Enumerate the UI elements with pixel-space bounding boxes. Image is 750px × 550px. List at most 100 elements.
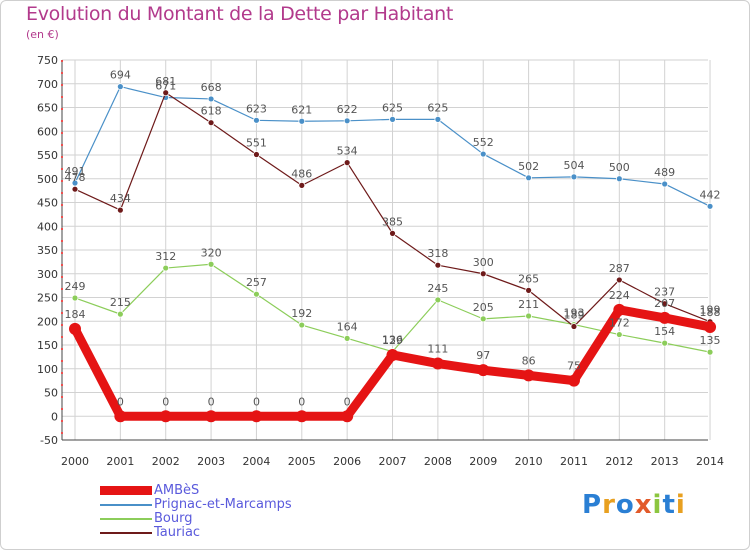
data-point-tauriac <box>661 300 669 308</box>
data-label-bourg: 136 <box>382 334 403 347</box>
data-point-tauriac <box>207 119 215 127</box>
data-label-bourg: 193 <box>563 307 584 320</box>
data-point-tauriac <box>71 185 79 193</box>
data-point-prignac-et-marcamps <box>570 173 578 181</box>
data-point-amb-s <box>477 364 490 377</box>
data-point-amb-s <box>522 369 535 382</box>
data-point-amb-s <box>658 311 671 324</box>
logo-letter: x <box>634 490 653 520</box>
data-point-prignac-et-marcamps <box>479 150 487 158</box>
y-tick-label: 650 <box>37 102 58 115</box>
logo-letter: r <box>602 490 616 520</box>
data-label-bourg: 211 <box>518 298 539 311</box>
legend-swatch-ambes <box>100 486 152 495</box>
data-point-bourg <box>298 321 306 329</box>
chart-title: Evolution du Montant de la Dette par Hab… <box>26 3 454 25</box>
data-label-prignac-et-marcamps: 502 <box>518 160 539 173</box>
data-point-prignac-et-marcamps <box>706 202 714 210</box>
data-point-prignac-et-marcamps <box>343 117 351 125</box>
data-point-tauriac <box>253 151 260 158</box>
data-label-amb-s: 0 <box>117 395 124 408</box>
data-label-amb-s: 0 <box>298 395 305 408</box>
data-label-amb-s: 0 <box>253 395 260 408</box>
data-point-bourg <box>661 339 669 347</box>
y-tick-label: 250 <box>37 292 58 305</box>
x-tick-label: 2002 <box>152 455 180 468</box>
y-tick-label: 150 <box>37 339 58 352</box>
x-tick-label: 2011 <box>560 455 588 468</box>
legend-swatch-prignac <box>100 504 152 506</box>
legend-label-prignac: Prignac-et-Marcamps <box>154 497 292 512</box>
x-tick-label: 2004 <box>242 455 270 468</box>
data-label-prignac-et-marcamps: 491 <box>65 165 86 178</box>
data-label-amb-s: 188 <box>700 306 721 319</box>
data-label-tauriac: 681 <box>155 75 176 88</box>
data-label-prignac-et-marcamps: 668 <box>201 81 222 94</box>
data-point-bourg <box>162 264 170 272</box>
logo-letter: o <box>615 490 635 520</box>
y-tick-label: 400 <box>37 220 58 233</box>
x-tick-label: 2014 <box>696 455 724 468</box>
data-point-tauriac <box>525 286 532 294</box>
logo-letter: i <box>675 490 686 520</box>
data-point-prignac-et-marcamps <box>207 95 215 103</box>
chart-unit: (en €) <box>26 28 59 41</box>
data-point-tauriac <box>343 159 351 167</box>
data-label-bourg: 154 <box>654 325 675 338</box>
data-point-amb-s <box>114 410 127 423</box>
data-label-tauriac: 486 <box>291 167 312 180</box>
data-point-prignac-et-marcamps <box>434 115 442 123</box>
data-label-prignac-et-marcamps: 625 <box>382 101 403 114</box>
data-label-prignac-et-marcamps: 625 <box>427 101 448 114</box>
data-label-amb-s: 184 <box>65 308 86 321</box>
data-label-tauriac: 385 <box>382 215 403 228</box>
data-point-bourg <box>706 348 714 356</box>
data-label-bourg: 320 <box>201 246 222 259</box>
data-label-bourg: 312 <box>155 250 176 263</box>
legend-swatch-bourg <box>100 518 152 520</box>
x-tick-label: 2006 <box>333 455 361 468</box>
data-point-bourg <box>116 310 124 318</box>
series-layer <box>69 83 717 423</box>
y-tick-label: 550 <box>37 149 58 162</box>
data-label-amb-s: 0 <box>162 395 169 408</box>
data-point-amb-s <box>341 410 354 423</box>
y-tick-label: 100 <box>37 363 58 376</box>
data-point-amb-s <box>250 410 263 423</box>
y-tick-label: 300 <box>37 268 58 281</box>
y-tick-label: -50 <box>40 434 58 447</box>
data-label-tauriac: 199 <box>700 304 721 317</box>
data-point-bourg <box>253 290 260 298</box>
data-label-amb-s: 224 <box>609 289 630 302</box>
data-label-tauriac: 434 <box>110 192 131 205</box>
data-label-tauriac: 618 <box>201 105 222 118</box>
data-point-amb-s <box>69 322 81 335</box>
x-tick-label: 2007 <box>379 455 407 468</box>
x-tick-label: 2001 <box>106 455 134 468</box>
data-point-tauriac <box>389 229 396 237</box>
data-point-amb-s <box>386 348 399 361</box>
data-point-bourg <box>71 294 79 302</box>
legend-swatch-tauriac <box>100 532 152 534</box>
data-point-prignac-et-marcamps <box>525 174 532 182</box>
data-label-bourg: 192 <box>291 307 312 320</box>
legend-label-bourg: Bourg <box>154 511 193 526</box>
logo-letter: t <box>662 490 676 520</box>
data-point-amb-s <box>613 303 626 316</box>
y-tick-label: 450 <box>37 197 58 210</box>
data-label-prignac-et-marcamps: 622 <box>337 103 358 116</box>
x-tick-label: 2013 <box>651 455 679 468</box>
data-label-bourg: 135 <box>700 334 721 347</box>
data-point-prignac-et-marcamps <box>116 83 124 90</box>
data-point-bourg <box>525 312 532 320</box>
data-point-amb-s <box>567 374 580 387</box>
data-label-tauriac: 478 <box>65 171 86 184</box>
labels-layer: 491 694 671 668 623 621 622 625 625 552 502 504 500 4… <box>65 69 721 409</box>
data-label-tauriac: 551 <box>246 137 267 150</box>
y-tick-label: 200 <box>37 315 58 328</box>
y-tick-label: 700 <box>37 78 58 91</box>
data-label-amb-s: 0 <box>344 395 351 408</box>
data-point-prignac-et-marcamps <box>661 180 669 188</box>
data-label-bourg: 164 <box>337 320 358 333</box>
axes: -50 0 50 100 150 200 250 300 350 400 450 500 550 600 6… <box>37 54 724 468</box>
